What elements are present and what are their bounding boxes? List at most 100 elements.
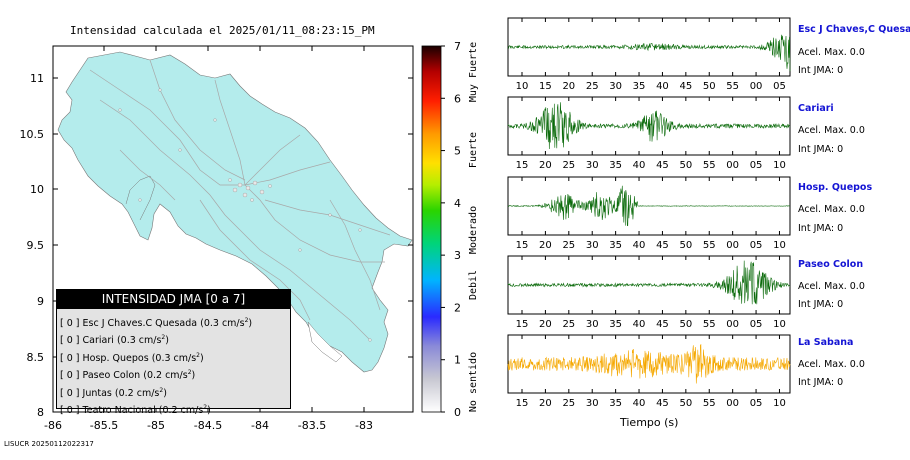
waveform-tick-label: 25	[562, 160, 575, 171]
station-name: Paseo Colon	[798, 259, 864, 270]
waveform-tick-label: 55	[726, 81, 739, 92]
nicoya-inner-coast	[125, 175, 156, 221]
osa-peninsula	[307, 321, 343, 363]
map-x-tick-label: -84	[251, 419, 269, 432]
colorbar-ticks: 7 6 5 4 3 2 1 0	[441, 40, 461, 419]
legend-row: [ 0 ] Hosp. Quepos (0.3 cm/s2)	[60, 351, 204, 365]
waveform-tick-label: 05	[750, 240, 763, 251]
colorbar-tick-label: 3	[454, 249, 461, 262]
station-accel: Acel. Max. 0.0	[798, 47, 865, 58]
waveform-tick-label: 25	[562, 398, 575, 409]
waveform-tick-label: 50	[679, 240, 692, 251]
map-y-tick-label: 9	[37, 295, 44, 308]
colorbar-category-label: Moderado	[468, 206, 479, 254]
road-network	[89, 59, 391, 341]
waveform-tick-label: 55	[703, 319, 716, 330]
city-points	[118, 88, 372, 342]
station-intensity: Int JMA: 0	[798, 65, 844, 76]
colorbar-tick-label: 4	[454, 197, 461, 210]
waveform-tick-label: 45	[679, 81, 692, 92]
waveform-tick-label: 10	[516, 81, 529, 92]
waveform-tick-label: 20	[539, 160, 552, 171]
station-name: Cariari	[798, 103, 834, 114]
map-y-tick-label: 9.5	[27, 239, 45, 252]
legend-title: INTENSIDAD JMA [0 a 7]	[57, 290, 290, 309]
station-accel: Acel. Max. 0.0	[798, 281, 865, 292]
colorbar	[421, 45, 442, 413]
waveform-tick-label: 50	[679, 398, 692, 409]
station-intensity: Int JMA: 0	[798, 377, 844, 388]
waveform-tick-label: 40	[633, 240, 646, 251]
map-title: Intensidad calculada el 2025/01/11_08:23…	[70, 24, 375, 37]
station-intensity: Int JMA: 0	[798, 299, 844, 310]
colorbar-tick-label: 1	[454, 354, 461, 367]
colorbar-tick-label: 2	[454, 301, 461, 314]
waveform-tick-label: 00	[726, 398, 739, 409]
waveform-tick-label: 35	[609, 160, 622, 171]
waveform-tick-label: 15	[516, 160, 529, 171]
station-accel: Acel. Max. 0.0	[798, 125, 865, 136]
station-name: La Sabana	[798, 337, 854, 348]
colorbar-category-label: No sentido	[468, 352, 479, 412]
station-intensity: Int JMA: 0	[798, 223, 844, 234]
waveform-tick-label: 10	[773, 319, 786, 330]
waveform-tick-label: 35	[609, 398, 622, 409]
waveform-tick-label: 55	[703, 240, 716, 251]
colorbar-categories: Muy Fuerte Fuerte Moderado Debil No sentido	[468, 42, 479, 412]
waveform-tick-label: 15	[516, 240, 529, 251]
waveform-tick-label: 40	[656, 81, 669, 92]
waveform-tick-label: 20	[562, 81, 575, 92]
waveform-tick-label: 50	[703, 81, 716, 92]
waveform-tick-label: 05	[750, 398, 763, 409]
waveform-tick-label: 45	[656, 160, 669, 171]
map-y-tick-label: 10	[30, 183, 44, 196]
waveform-tick-label: 55	[703, 160, 716, 171]
station-name: Hosp. Quepos	[798, 182, 873, 193]
legend-row: [ 0 ] Juntas (0.2 cm/s2)	[60, 386, 167, 399]
waveform-trace	[507, 260, 791, 305]
legend-row: [ 0 ] Teatro Nacional (0.2 cm/s2)	[60, 404, 211, 417]
waveform-tick-label: 20	[539, 398, 552, 409]
waveform-tick-label: 40	[633, 319, 646, 330]
colorbar-category-label: Debil	[468, 270, 479, 300]
station-accel: Acel. Max. 0.0	[798, 359, 865, 370]
legend-row: [ 0 ] Esc J Chaves.C Quesada (0.3 cm/s2)	[60, 317, 253, 330]
colorbar-tick-label: 6	[454, 92, 461, 105]
legend-row: [ 0 ] Cariari (0.3 cm/s2)	[60, 334, 169, 347]
waveform-tick-label: 30	[586, 319, 599, 330]
waveform-tick-label: 20	[539, 319, 552, 330]
waveform-tick-label: 45	[656, 319, 669, 330]
waveform-tick-label: 25	[562, 319, 575, 330]
waveform-tick-label: 45	[656, 398, 669, 409]
waveform-tick-label: 45	[656, 240, 669, 251]
waveform-tick-label: 00	[726, 319, 739, 330]
map-x-tick-label: -83	[355, 419, 373, 432]
intensity-legend: INTENSIDAD JMA [0 a 7] [ 0 ] Esc J Chave…	[56, 289, 291, 416]
footer-id: LISUCR 20250112022317	[4, 440, 94, 448]
waveform-tick-label: 05	[750, 160, 763, 171]
map-x-tick-label: -84.5	[194, 419, 222, 432]
waveform-trace	[507, 343, 791, 384]
waveform-tick-label: 10	[773, 398, 786, 409]
waveform-tick-label: 35	[633, 81, 646, 92]
costa-rica-landmass	[57, 51, 413, 373]
waveform-tick-label: 15	[516, 398, 529, 409]
map-x-tick-label: -85	[147, 419, 165, 432]
waveform-trace	[507, 102, 791, 150]
waveform-tick-label: 30	[586, 160, 599, 171]
waveform-tick-label: 00	[726, 160, 739, 171]
waveform-tick-label: 05	[773, 81, 786, 92]
map-x-axis: -86 -85.5 -85 -84.5 -84 -83.5 -83	[44, 46, 373, 432]
colorbar-category-label: Fuerte	[468, 132, 479, 168]
waveform-tick-label: 35	[609, 240, 622, 251]
map-y-tick-label: 10.5	[20, 128, 45, 141]
waveform-tick-label: 15	[516, 319, 529, 330]
legend-row: [ 0 ] Paseo Colon (0.2 cm/s2)	[60, 369, 196, 382]
waveform-tick-label: 25	[586, 81, 599, 92]
map-x-tick-label: -83.5	[298, 419, 326, 432]
station-name: Esc J Chaves,C Quesada	[798, 24, 910, 35]
waveform-tick-label: 05	[750, 319, 763, 330]
waveform-trace	[507, 34, 791, 72]
waveform-tick-label: 50	[679, 160, 692, 171]
